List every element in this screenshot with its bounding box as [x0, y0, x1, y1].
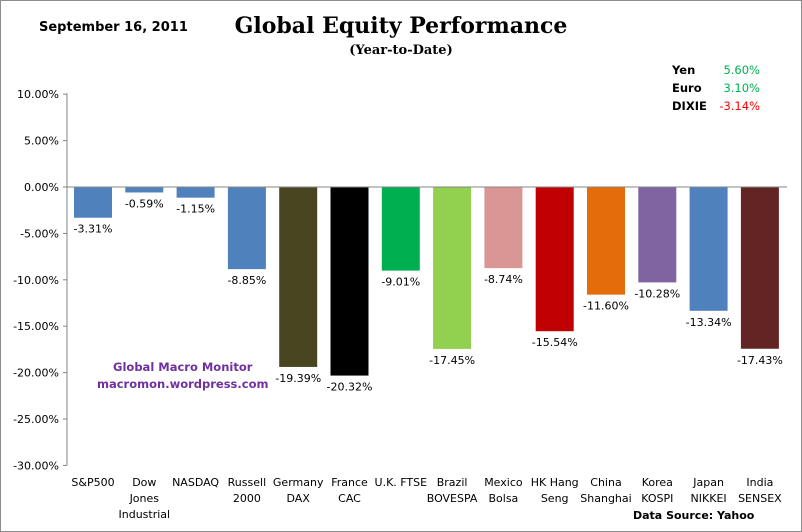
y-tick-label: -15.00% — [13, 320, 59, 333]
x-tick-label: SENSEX — [738, 492, 782, 505]
data-label: -9.01% — [381, 276, 420, 289]
y-tick-label: -25.00% — [13, 413, 59, 426]
data-label: -11.60% — [583, 300, 629, 313]
bar — [227, 187, 266, 270]
x-tick-label: Korea — [642, 476, 673, 489]
x-tick-label: Dow — [132, 476, 156, 489]
x-tick-label: Jones — [129, 492, 160, 505]
chart-subtitle: (Year-to-Date) — [349, 43, 453, 58]
data-label: -20.32% — [327, 381, 373, 394]
data-label: -13.34% — [686, 316, 732, 329]
x-tick-label: Brazil — [437, 476, 468, 489]
fx-value: -3.14% — [719, 99, 760, 113]
bar — [689, 187, 728, 311]
x-tick-label: S&P500 — [71, 476, 114, 489]
bar — [740, 187, 779, 349]
fx-value: 5.60% — [723, 63, 760, 77]
bar — [74, 187, 112, 218]
x-tick-label: HK Hang — [531, 476, 579, 489]
bar — [484, 187, 523, 269]
data-label: -17.45% — [429, 354, 475, 367]
y-tick-label: 10.00% — [17, 88, 59, 101]
data-label: -17.43% — [737, 354, 783, 367]
data-label: -8.74% — [484, 273, 523, 286]
x-tick-label: Germany — [273, 476, 324, 489]
x-tick-label: KOSPI — [641, 492, 673, 505]
x-tick-label: NIKKEI — [691, 492, 727, 505]
fx-label: Yen — [672, 63, 696, 77]
bar — [587, 187, 625, 295]
fx-row-euro: Euro 3.10% — [672, 79, 760, 97]
bar — [125, 187, 164, 193]
bar — [535, 187, 574, 332]
fx-row-dixie: DIXIE -3.14% — [672, 97, 760, 115]
watermark-line1: Global Macro Monitor — [113, 360, 253, 374]
x-tick-label: Russell — [228, 476, 266, 489]
data-source: Data Source: Yahoo — [633, 509, 755, 522]
x-tick-label: DAX — [287, 492, 311, 505]
data-label: -19.39% — [275, 372, 321, 385]
data-label: -0.59% — [125, 197, 164, 210]
x-tick-label: Seng — [541, 492, 569, 505]
bar — [381, 187, 420, 271]
x-tick-label: Japan — [692, 476, 724, 489]
y-tick-label: -20.00% — [13, 367, 59, 380]
fx-label: Euro — [672, 81, 702, 95]
x-tick-label: BOVESPA — [427, 492, 478, 505]
data-label: -1.15% — [176, 203, 215, 216]
y-tick-label: -5.00% — [20, 227, 59, 240]
x-tick-label: India — [746, 476, 773, 489]
bar — [433, 187, 472, 349]
x-tick-label: China — [590, 476, 621, 489]
report-date: September 16, 2011 — [39, 20, 188, 35]
fx-row-yen: Yen 5.60% — [672, 61, 760, 79]
y-tick-label: 0.00% — [24, 181, 59, 194]
bar — [638, 187, 677, 283]
chart-title: Global Equity Performance — [234, 13, 568, 39]
bar — [176, 187, 215, 198]
fx-label: DIXIE — [672, 99, 707, 113]
x-tick-label: Mexico — [484, 476, 523, 489]
bar — [279, 187, 318, 367]
x-tick-label: CAC — [338, 492, 361, 505]
watermark-line2: macromon.wordpress.com — [97, 377, 269, 391]
bar — [330, 187, 369, 376]
x-tick-label: Bolsa — [488, 492, 518, 505]
data-label: -10.28% — [634, 287, 680, 300]
data-label: -8.85% — [227, 274, 266, 287]
y-tick-label: -30.00% — [13, 459, 59, 472]
fx-table: Yen 5.60% Euro 3.10% DIXIE -3.14% — [672, 61, 760, 115]
watermark: Global Macro Monitor macromon.wordpress.… — [97, 359, 268, 393]
data-label: -15.54% — [532, 336, 578, 349]
x-tick-label: France — [331, 476, 368, 489]
x-tick-label: 2000 — [233, 492, 261, 505]
x-tick-label: NASDAQ — [172, 476, 219, 489]
x-tick-label: U.K. FTSE — [375, 476, 428, 489]
fx-value: 3.10% — [723, 81, 760, 95]
data-label: -3.31% — [74, 223, 113, 236]
x-tick-label: Shanghai — [580, 492, 631, 505]
y-tick-label: -10.00% — [13, 274, 59, 287]
y-tick-label: 5.00% — [24, 135, 59, 148]
x-tick-label: Industrial — [119, 508, 171, 521]
